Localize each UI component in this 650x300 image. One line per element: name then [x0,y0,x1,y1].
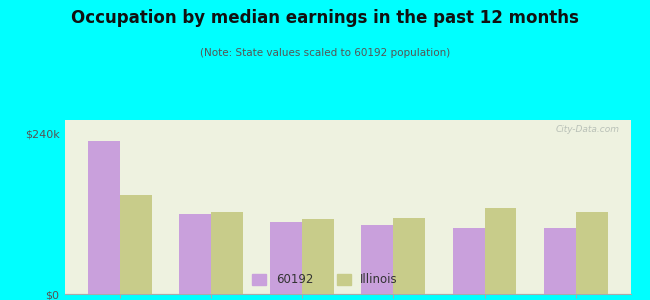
Legend: 60192, Illinois: 60192, Illinois [248,269,402,291]
Bar [576,212,608,294]
Bar [484,208,517,294]
Bar [361,225,393,294]
Bar [120,195,151,294]
Text: City-Data.com: City-Data.com [555,125,619,134]
Text: (Note: State values scaled to 60192 population): (Note: State values scaled to 60192 popu… [200,48,450,58]
Bar [544,228,576,294]
Bar [211,212,243,294]
Bar [88,141,120,294]
Bar [302,219,334,294]
Text: Occupation by median earnings in the past 12 months: Occupation by median earnings in the pas… [71,9,579,27]
Bar [452,228,484,294]
Bar [270,222,302,294]
Bar [393,218,425,294]
Bar [179,214,211,294]
